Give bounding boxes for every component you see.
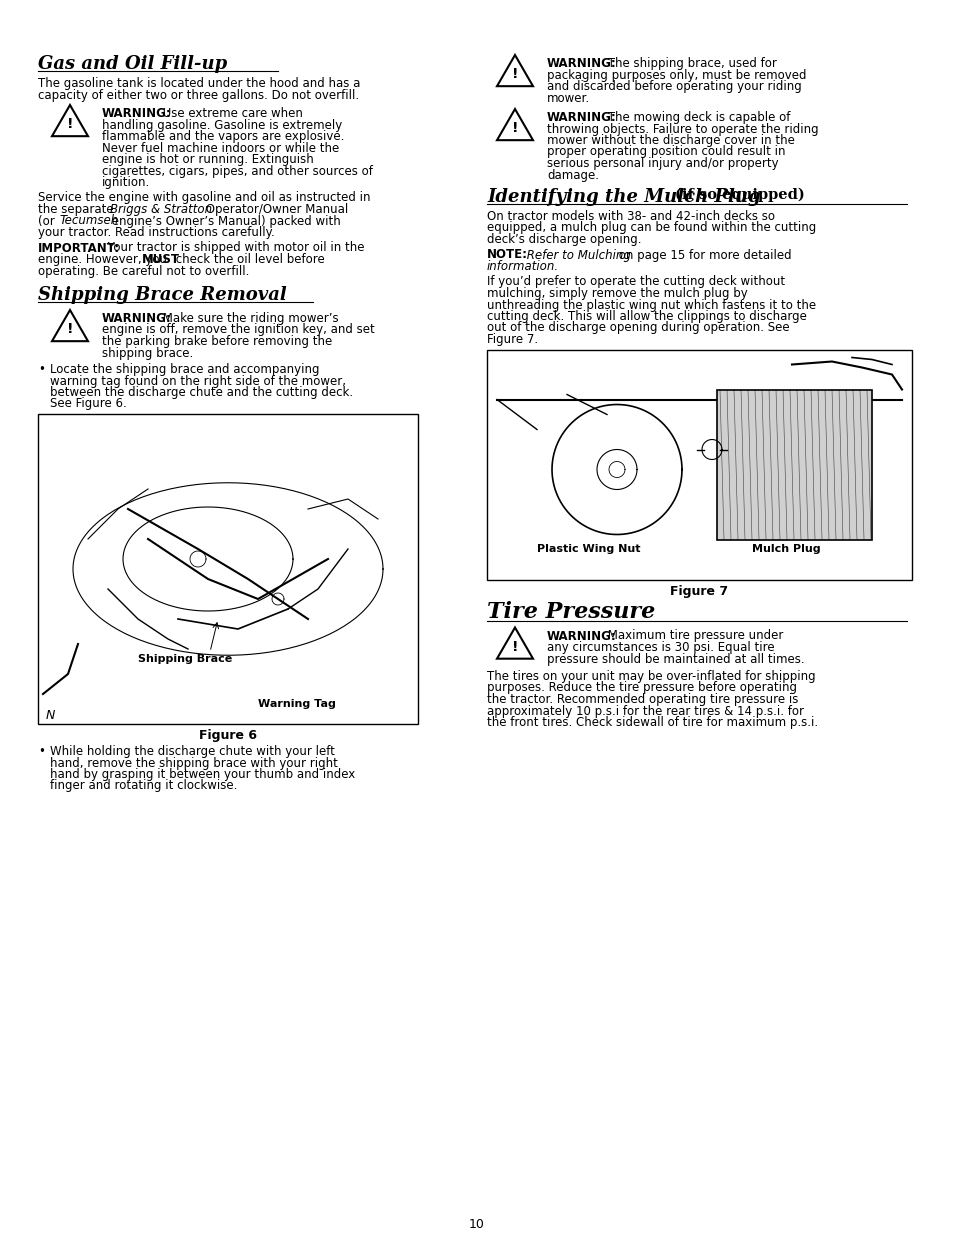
Text: cutting deck. This will allow the clippings to discharge: cutting deck. This will allow the clippi…	[486, 310, 806, 322]
Text: your tractor. Read instructions carefully.: your tractor. Read instructions carefull…	[38, 226, 274, 239]
Bar	[486, 350, 911, 579]
Text: check the oil level before: check the oil level before	[172, 253, 324, 267]
Text: WARNING:: WARNING:	[546, 57, 616, 69]
Text: WARNING:: WARNING:	[546, 630, 616, 642]
Text: Gas and Oil Fill-up: Gas and Oil Fill-up	[38, 55, 227, 73]
Text: Identifying the Mulch Plug: Identifying the Mulch Plug	[486, 188, 766, 206]
Text: equipped, a mulch plug can be found within the cutting: equipped, a mulch plug can be found with…	[486, 222, 816, 234]
Text: !: !	[511, 67, 517, 82]
Text: pressure should be maintained at all times.: pressure should be maintained at all tim…	[546, 652, 803, 666]
Text: mulching, simply remove the mulch plug by: mulching, simply remove the mulch plug b…	[486, 286, 747, 300]
Text: Shipping Brace Removal: Shipping Brace Removal	[38, 286, 287, 304]
Text: The shipping brace, used for: The shipping brace, used for	[603, 57, 776, 69]
Text: Warning Tag: Warning Tag	[257, 699, 335, 709]
Text: The mowing deck is capable of: The mowing deck is capable of	[603, 112, 789, 124]
Text: Refer to Mulching: Refer to Mulching	[522, 248, 630, 262]
Text: proper operating position could result in: proper operating position could result i…	[546, 145, 784, 159]
Polygon shape	[52, 310, 88, 341]
Text: engine. However, you: engine. However, you	[38, 253, 171, 267]
Text: WARNING:: WARNING:	[546, 112, 616, 124]
Text: mower without the discharge cover in the: mower without the discharge cover in the	[546, 134, 794, 148]
Polygon shape	[497, 109, 533, 140]
Text: Never fuel machine indoors or while the: Never fuel machine indoors or while the	[102, 141, 339, 155]
Text: !: !	[67, 118, 73, 131]
Text: capacity of either two or three gallons. Do not overfill.: capacity of either two or three gallons.…	[38, 88, 358, 102]
Text: Service the engine with gasoline and oil as instructed in: Service the engine with gasoline and oil…	[38, 191, 370, 205]
Text: On tractor models with 38- and 42-inch decks so: On tractor models with 38- and 42-inch d…	[486, 210, 774, 223]
Text: IMPORTANT:: IMPORTANT:	[38, 242, 120, 254]
Bar	[38, 414, 417, 724]
Text: warning tag found on the right side of the mower,: warning tag found on the right side of t…	[50, 374, 346, 387]
Text: mower.: mower.	[546, 92, 590, 104]
Text: the front tires. Check sidewall of tire for maximum p.s.i.: the front tires. Check sidewall of tire …	[486, 715, 818, 729]
Text: Maximum tire pressure under: Maximum tire pressure under	[603, 630, 782, 642]
Text: Shipping Brace: Shipping Brace	[138, 653, 232, 663]
Polygon shape	[497, 55, 533, 86]
Text: MUST: MUST	[142, 253, 180, 267]
Text: •: •	[38, 363, 45, 376]
Text: Briggs & Stratton: Briggs & Stratton	[110, 203, 212, 216]
Text: •: •	[38, 745, 45, 758]
Text: Figure 6: Figure 6	[199, 729, 256, 742]
Text: Operator/Owner Manual: Operator/Owner Manual	[202, 203, 348, 216]
Text: information.: information.	[486, 260, 558, 273]
Text: If you’d prefer to operate the cutting deck without: If you’d prefer to operate the cutting d…	[486, 275, 784, 289]
Text: the tractor. Recommended operating tire pressure is: the tractor. Recommended operating tire …	[486, 693, 798, 706]
Text: Tire Pressure: Tire Pressure	[486, 600, 655, 622]
Text: Make sure the riding mower’s: Make sure the riding mower’s	[159, 312, 338, 325]
Text: packaging purposes only, must be removed: packaging purposes only, must be removed	[546, 68, 805, 82]
Text: the separate: the separate	[38, 203, 117, 216]
Text: purposes. Reduce the tire pressure before operating: purposes. Reduce the tire pressure befor…	[486, 682, 796, 694]
Text: cigarettes, cigars, pipes, and other sources of: cigarettes, cigars, pipes, and other sou…	[102, 165, 373, 177]
Text: handling gasoline. Gasoline is extremely: handling gasoline. Gasoline is extremely	[102, 119, 342, 131]
Text: Figure 7: Figure 7	[669, 584, 727, 598]
Polygon shape	[52, 105, 88, 136]
Text: the parking brake before removing the: the parking brake before removing the	[102, 335, 332, 348]
Text: N: N	[46, 709, 55, 722]
Text: Use extreme care when: Use extreme care when	[159, 107, 302, 120]
Text: (or: (or	[38, 215, 58, 227]
Text: Mulch Plug: Mulch Plug	[751, 544, 820, 554]
Text: Tecumseh: Tecumseh	[60, 215, 119, 227]
Text: Locate the shipping brace and accompanying: Locate the shipping brace and accompanyi…	[50, 363, 319, 376]
Text: !: !	[67, 322, 73, 336]
Text: shipping brace.: shipping brace.	[102, 346, 193, 360]
Text: operating. Be careful not to overfill.: operating. Be careful not to overfill.	[38, 264, 249, 278]
Text: NOTE:: NOTE:	[486, 248, 527, 262]
Text: on page 15 for more detailed: on page 15 for more detailed	[615, 248, 791, 262]
Text: deck’s discharge opening.: deck’s discharge opening.	[486, 233, 640, 246]
Text: The tires on your unit may be over-inflated for shipping: The tires on your unit may be over-infla…	[486, 670, 815, 683]
Text: 10: 10	[469, 1218, 484, 1231]
Text: throwing objects. Failure to operate the riding: throwing objects. Failure to operate the…	[546, 123, 818, 135]
Text: finger and rotating it clockwise.: finger and rotating it clockwise.	[50, 780, 237, 792]
Text: and discarded before operating your riding: and discarded before operating your ridi…	[546, 81, 801, 93]
Text: WARNING:: WARNING:	[102, 107, 172, 120]
Text: out of the discharge opening during operation. See: out of the discharge opening during oper…	[486, 321, 789, 335]
Text: serious personal injury and/or property: serious personal injury and/or property	[546, 157, 778, 170]
Text: approximately 10 p.s.i for the rear tires & 14 p.s.i. for: approximately 10 p.s.i for the rear tire…	[486, 704, 803, 718]
Text: See Figure 6.: See Figure 6.	[50, 398, 127, 410]
Text: !: !	[511, 122, 517, 135]
Text: hand by grasping it between your thumb and index: hand by grasping it between your thumb a…	[50, 768, 355, 781]
Text: between the discharge chute and the cutting deck.: between the discharge chute and the cutt…	[50, 386, 353, 399]
Text: While holding the discharge chute with your left: While holding the discharge chute with y…	[50, 745, 335, 758]
Polygon shape	[497, 627, 533, 658]
Text: any circumstances is 30 psi. Equal tire: any circumstances is 30 psi. Equal tire	[546, 641, 774, 653]
Text: Plastic Wing Nut: Plastic Wing Nut	[537, 544, 639, 554]
Text: unthreading the plastic wing nut which fastens it to the: unthreading the plastic wing nut which f…	[486, 299, 815, 311]
Text: engine’s Owner’s Manual) packed with: engine’s Owner’s Manual) packed with	[108, 215, 340, 227]
Bar	[717, 389, 871, 539]
Text: ignition.: ignition.	[102, 176, 150, 188]
Text: !: !	[511, 640, 517, 653]
Text: WARNING:: WARNING:	[102, 312, 172, 325]
Text: Your tractor is shipped with motor oil in the: Your tractor is shipped with motor oil i…	[104, 242, 364, 254]
Text: Figure 7.: Figure 7.	[486, 334, 537, 346]
Text: engine is off, remove the ignition key, and set: engine is off, remove the ignition key, …	[102, 324, 375, 336]
Text: The gasoline tank is located under the hood and has a: The gasoline tank is located under the h…	[38, 77, 360, 91]
Text: engine is hot or running. Extinguish: engine is hot or running. Extinguish	[102, 153, 314, 166]
Text: (if so equipped): (if so equipped)	[675, 188, 804, 202]
Text: damage.: damage.	[546, 169, 598, 181]
Text: hand, remove the shipping brace with your right: hand, remove the shipping brace with you…	[50, 756, 337, 770]
Text: flammable and the vapors are explosive.: flammable and the vapors are explosive.	[102, 130, 344, 143]
